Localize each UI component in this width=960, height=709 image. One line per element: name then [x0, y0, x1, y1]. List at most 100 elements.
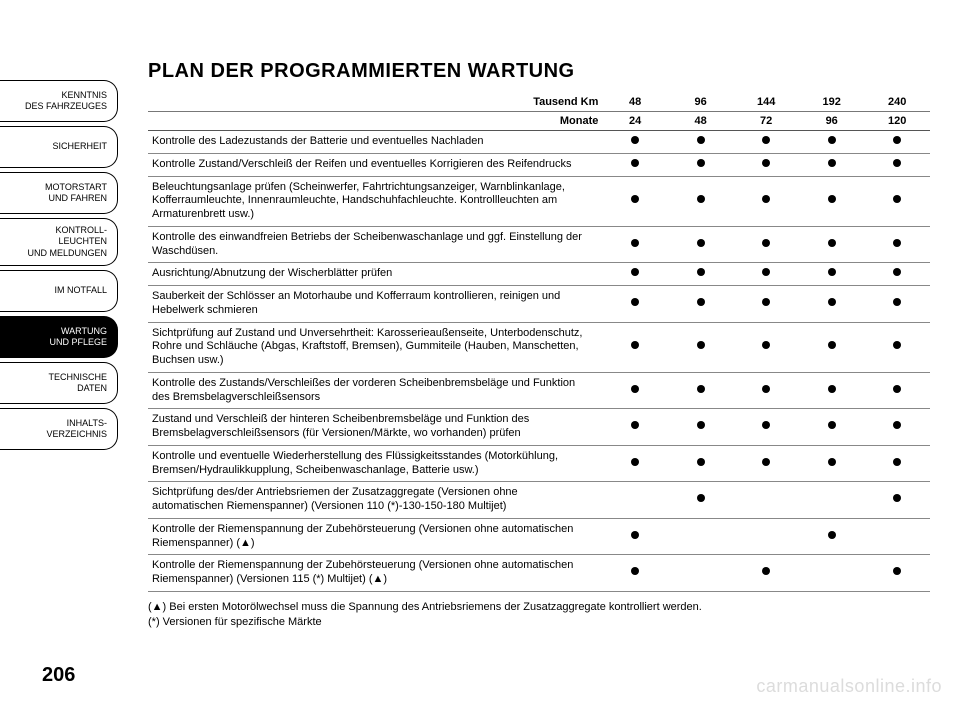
- maintenance-item-desc: Sichtprüfung auf Zustand und Unversehrth…: [148, 322, 602, 372]
- interval-mark: [668, 263, 734, 286]
- bullet-icon: [762, 136, 770, 144]
- bullet-icon: [631, 421, 639, 429]
- sidebar-nav: KENNTNISDES FAHRZEUGESSICHERHEITMOTORSTA…: [0, 0, 118, 709]
- bullet-icon: [893, 195, 901, 203]
- bullet-icon: [631, 458, 639, 466]
- interval-mark: [864, 409, 930, 446]
- sidebar-tab[interactable]: INHALTS-VERZEICHNIS: [0, 408, 118, 450]
- interval-mark: [668, 445, 734, 482]
- interval-mark: [668, 555, 734, 592]
- sidebar-tab[interactable]: SICHERHEIT: [0, 126, 118, 168]
- sidebar-tab[interactable]: WARTUNGUND PFLEGE: [0, 316, 118, 358]
- bullet-icon: [697, 298, 705, 306]
- interval-mark: [602, 409, 668, 446]
- main-content: PLAN DER PROGRAMMIERTEN WARTUNG Tausend …: [118, 0, 960, 709]
- bullet-icon: [697, 494, 705, 502]
- interval-mark: [602, 482, 668, 519]
- maintenance-item-desc: Kontrolle des Ladezustands der Batterie …: [148, 131, 602, 154]
- bullet-icon: [828, 531, 836, 539]
- sidebar-tab[interactable]: TECHNISCHEDATEN: [0, 362, 118, 404]
- interval-mark: [668, 518, 734, 555]
- interval-mark: [602, 226, 668, 263]
- bullet-icon: [631, 159, 639, 167]
- interval-mark: [602, 153, 668, 176]
- interval-mark: [668, 286, 734, 323]
- bullet-icon: [893, 421, 901, 429]
- bullet-icon: [697, 195, 705, 203]
- table-row: Kontrolle der Riemenspannung der Zubehör…: [148, 518, 930, 555]
- sidebar-tab[interactable]: KENNTNISDES FAHRZEUGES: [0, 80, 118, 122]
- interval-mark: [799, 518, 865, 555]
- maintenance-item-desc: Sauberkeit der Schlösser an Motorhaube u…: [148, 286, 602, 323]
- bullet-icon: [631, 268, 639, 276]
- bullet-icon: [893, 159, 901, 167]
- interval-mark: [668, 372, 734, 409]
- interval-mark: [864, 263, 930, 286]
- bullet-icon: [631, 341, 639, 349]
- interval-mark: [602, 372, 668, 409]
- table-row: Beleuchtungsanlage prüfen (Scheinwerfer,…: [148, 176, 930, 226]
- interval-mark: [864, 131, 930, 154]
- header-months-label: Monate: [148, 112, 602, 131]
- page: KENNTNISDES FAHRZEUGESSICHERHEITMOTORSTA…: [0, 0, 960, 709]
- interval-mark: [733, 518, 799, 555]
- bullet-icon: [631, 385, 639, 393]
- interval-mark: [864, 518, 930, 555]
- header-month-value: 24: [602, 112, 668, 131]
- interval-mark: [799, 409, 865, 446]
- table-row: Sichtprüfung auf Zustand und Unversehrth…: [148, 322, 930, 372]
- table-row: Kontrolle des Ladezustands der Batterie …: [148, 131, 930, 154]
- header-month-value: 120: [864, 112, 930, 131]
- bullet-icon: [631, 195, 639, 203]
- bullet-icon: [762, 239, 770, 247]
- interval-mark: [602, 445, 668, 482]
- bullet-icon: [697, 385, 705, 393]
- interval-mark: [733, 555, 799, 592]
- bullet-icon: [631, 239, 639, 247]
- interval-mark: [799, 286, 865, 323]
- interval-mark: [864, 445, 930, 482]
- bullet-icon: [697, 341, 705, 349]
- maintenance-item-desc: Kontrolle Zustand/Verschleiß der Reifen …: [148, 153, 602, 176]
- header-km-value: 96: [668, 93, 734, 112]
- bullet-icon: [762, 567, 770, 575]
- sidebar-tab[interactable]: KONTROLL-LEUCHTENUND MELDUNGEN: [0, 218, 118, 266]
- maintenance-item-desc: Kontrolle der Riemenspannung der Zubehör…: [148, 555, 602, 592]
- maintenance-item-desc: Ausrichtung/Abnutzung der Wischerblätter…: [148, 263, 602, 286]
- footnotes: (▲) Bei ersten Motorölwechsel muss die S…: [148, 600, 930, 631]
- bullet-icon: [697, 421, 705, 429]
- bullet-icon: [762, 298, 770, 306]
- sidebar-tab[interactable]: IM NOTFALL: [0, 270, 118, 312]
- bullet-icon: [828, 159, 836, 167]
- interval-mark: [602, 176, 668, 226]
- sidebar-tab[interactable]: MOTORSTARTUND FAHREN: [0, 172, 118, 214]
- interval-mark: [864, 286, 930, 323]
- bullet-icon: [893, 458, 901, 466]
- interval-mark: [799, 263, 865, 286]
- bullet-icon: [762, 195, 770, 203]
- interval-mark: [602, 555, 668, 592]
- maintenance-table: Tausend Km4896144192240 Monate2448729612…: [148, 93, 930, 592]
- interval-mark: [733, 131, 799, 154]
- interval-mark: [602, 518, 668, 555]
- interval-mark: [864, 555, 930, 592]
- maintenance-item-desc: Zustand und Verschleiß der hinteren Sche…: [148, 409, 602, 446]
- bullet-icon: [762, 341, 770, 349]
- interval-mark: [733, 482, 799, 519]
- bullet-icon: [893, 268, 901, 276]
- bullet-icon: [631, 567, 639, 575]
- header-month-value: 48: [668, 112, 734, 131]
- interval-mark: [733, 176, 799, 226]
- interval-mark: [668, 131, 734, 154]
- interval-mark: [864, 372, 930, 409]
- interval-mark: [668, 226, 734, 263]
- interval-mark: [864, 226, 930, 263]
- bullet-icon: [828, 341, 836, 349]
- footnote-line: (*) Versionen für spezifische Märkte: [148, 615, 930, 630]
- interval-mark: [733, 153, 799, 176]
- bullet-icon: [828, 458, 836, 466]
- interval-mark: [733, 226, 799, 263]
- bullet-icon: [828, 298, 836, 306]
- footnote-line: (▲) Bei ersten Motorölwechsel muss die S…: [148, 600, 930, 615]
- interval-mark: [799, 372, 865, 409]
